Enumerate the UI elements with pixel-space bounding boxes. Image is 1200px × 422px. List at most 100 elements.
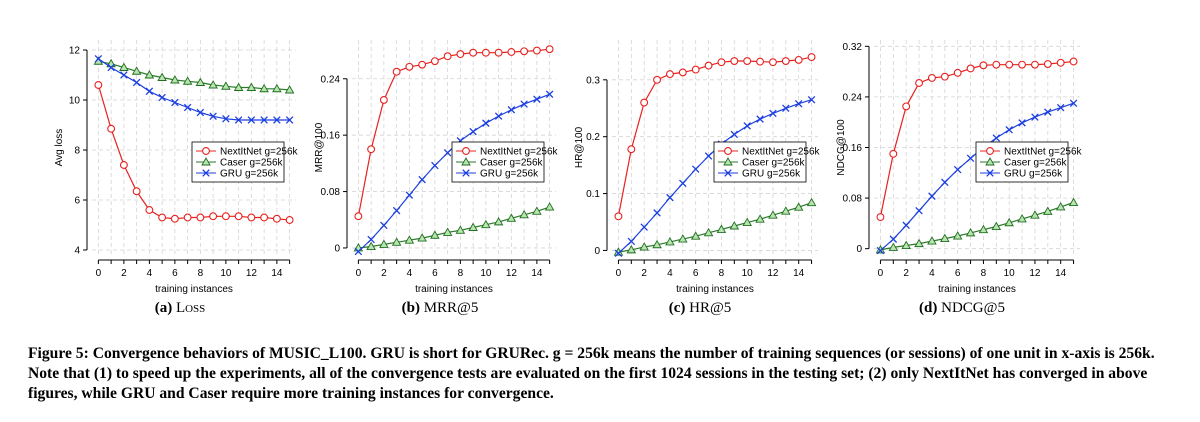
data-point	[132, 187, 141, 196]
data-point	[781, 206, 791, 215]
data-point	[755, 214, 765, 223]
data-point	[902, 102, 911, 111]
x-tick-label: 0	[616, 268, 622, 279]
data-point	[469, 48, 478, 57]
data-point	[222, 114, 230, 123]
data-point	[456, 50, 465, 59]
x-tick-label: 2	[903, 268, 909, 279]
series-line	[357, 48, 550, 217]
data-point	[158, 213, 167, 222]
data-point	[901, 240, 911, 249]
data-point	[468, 222, 478, 231]
data-point	[170, 214, 179, 223]
x-tick-label: 0	[96, 268, 102, 279]
data-point	[247, 116, 256, 124]
data-point	[182, 76, 193, 85]
data-point	[653, 209, 661, 217]
series-circle	[614, 53, 816, 221]
caption-label: Figure 5:	[28, 345, 89, 362]
data-point	[107, 63, 115, 72]
data-point	[1043, 206, 1053, 215]
series-line	[617, 56, 812, 217]
legend-marker	[985, 157, 995, 166]
data-point	[1056, 103, 1065, 112]
data-point	[928, 192, 936, 200]
data-point	[418, 175, 426, 184]
subcaption-label: (a)	[155, 300, 176, 316]
legend-label: Caser g=256k	[480, 158, 544, 169]
data-point	[768, 210, 778, 219]
legend-label: Caser g=256k	[1004, 158, 1068, 169]
data-point	[665, 70, 674, 79]
data-point	[756, 115, 764, 123]
data-point	[807, 95, 816, 104]
data-point	[679, 179, 687, 188]
data-point	[978, 224, 989, 234]
data-point	[544, 202, 555, 211]
y-tick-label: 6	[74, 196, 80, 207]
data-point	[1069, 99, 1078, 107]
data-point	[209, 112, 217, 121]
data-point	[221, 212, 230, 221]
data-point	[132, 78, 141, 87]
data-point	[430, 57, 439, 66]
data-point	[704, 152, 713, 160]
legend-label: NextItNet g=256k	[480, 147, 559, 158]
x-tick-label: 12	[246, 268, 258, 279]
data-point	[1018, 60, 1027, 69]
data-point	[729, 221, 740, 230]
subcaption-label: (b)	[402, 300, 424, 316]
data-point	[965, 227, 976, 237]
data-point	[992, 60, 1001, 69]
data-point	[1017, 214, 1027, 223]
data-point	[952, 231, 963, 240]
data-point	[442, 227, 453, 236]
y-tick-label: 0.2	[586, 132, 600, 143]
data-point	[532, 206, 542, 215]
data-point	[482, 119, 490, 127]
y-tick-label: 10	[69, 96, 81, 107]
data-point	[614, 212, 623, 221]
figure-charts: 0 2 4 6 8 10 12 14 4 6 8 10 12 training instances Avg …	[54, 40, 1083, 316]
data-point	[404, 235, 415, 244]
data-point	[171, 98, 179, 107]
x-tick-label: 0	[356, 268, 362, 279]
data-point	[145, 87, 154, 96]
data-point	[915, 206, 923, 215]
legend-label: Caser g=256k	[220, 158, 284, 169]
data-point	[246, 82, 257, 91]
data-point	[380, 221, 388, 230]
data-point	[209, 212, 218, 221]
data-point	[379, 95, 388, 104]
x-tick-label: 12	[1029, 268, 1041, 279]
x-axis-title: training instances	[676, 284, 754, 295]
data-point	[793, 202, 804, 211]
data-point	[614, 249, 623, 258]
series-triangle	[613, 197, 817, 256]
legend-marker	[202, 169, 210, 177]
x-tick-label: 8	[458, 268, 464, 279]
data-point	[806, 197, 817, 207]
data-point	[640, 223, 648, 231]
data-point	[991, 221, 1002, 230]
data-point	[532, 46, 541, 55]
data-point	[272, 83, 282, 93]
data-point	[196, 108, 205, 117]
data-point	[769, 109, 777, 118]
data-point	[366, 241, 376, 250]
x-tick-label: 4	[147, 268, 153, 279]
data-point	[782, 104, 790, 113]
data-point	[1018, 119, 1026, 127]
chart-panel-4: 0 2 4 6 8 10 12 14 0 0.08 0.16 0.24 0.32 training ins…	[836, 40, 1083, 316]
data-point	[119, 62, 129, 71]
data-point	[354, 212, 363, 221]
data-point	[966, 64, 975, 73]
data-point	[768, 58, 777, 67]
x-axis-title: training instances	[155, 284, 233, 295]
data-point	[170, 75, 180, 84]
data-point	[545, 45, 554, 54]
data-point	[221, 81, 231, 90]
y-tick-label: 0	[334, 243, 340, 254]
y-tick-label: 0.32	[843, 42, 863, 53]
